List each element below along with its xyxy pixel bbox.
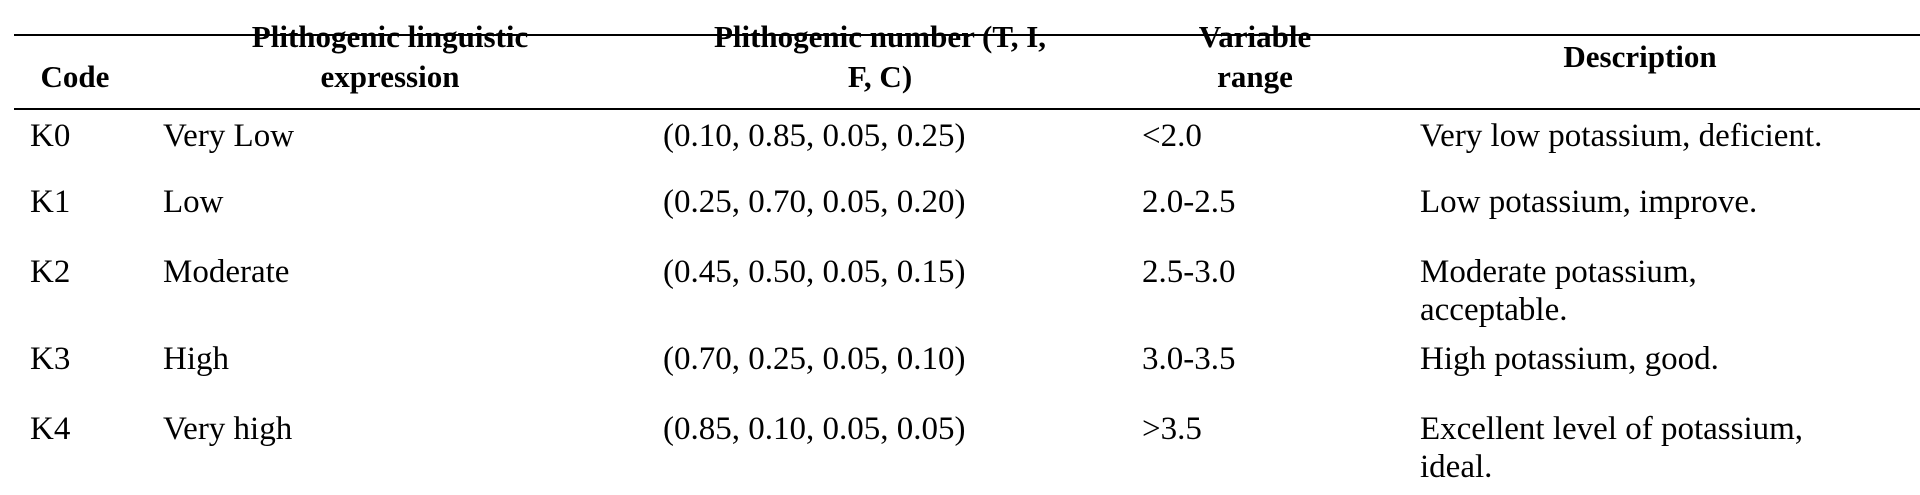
row-range: >3.5 [1142,411,1202,447]
row-number: (0.25, 0.70, 0.05, 0.20) [663,184,966,220]
row-code: K0 [30,118,71,154]
row-code: K2 [30,254,71,290]
top-rule [14,34,1920,36]
row-description-line2: ideal. [1420,449,1493,485]
row-range: <2.0 [1142,118,1202,154]
header-number-line1: Plithogenic number (T, I, [713,19,1047,54]
row-range: 2.5-3.0 [1142,254,1236,290]
row-expression: Very high [163,411,293,447]
header-rule [14,108,1920,110]
row-code: K1 [30,184,71,220]
row-number: (0.10, 0.85, 0.05, 0.25) [663,118,966,154]
row-range: 3.0-3.5 [1142,341,1236,377]
header-description-label: Description [1563,39,1717,74]
header-range-line1: Variable [1198,19,1312,54]
row-number: (0.70, 0.25, 0.05, 0.10) [663,341,966,377]
row-description-line1: Excellent level of potassium, [1420,411,1804,447]
header-number: Plithogenic number (T, I, F, C) [650,17,1110,97]
header-range-line2: range [1217,59,1293,94]
row-expression: Very Low [163,118,295,154]
row-expression: Low [163,184,224,220]
header-code: Code [20,37,130,97]
header-expression: Plithogenic linguistic expression [180,17,600,97]
header-number-line2: F, C) [847,59,913,94]
row-range: 2.0-2.5 [1142,184,1236,220]
header-range: Variable range [1155,17,1355,97]
row-description-line1: Low potassium, improve. [1420,184,1758,220]
header-expression-line2: expression [320,59,460,94]
row-description-line1: High potassium, good. [1420,341,1719,377]
row-description-line2: acceptable. [1420,292,1568,328]
row-description-line1: Very low potassium, deficient. [1420,118,1823,154]
row-number: (0.45, 0.50, 0.05, 0.15) [663,254,966,290]
row-expression: High [163,341,229,377]
row-code: K4 [30,411,71,447]
header-expression-line1: Plithogenic linguistic [251,19,529,54]
header-code-label: Code [40,59,110,94]
row-number: (0.85, 0.10, 0.05, 0.05) [663,411,966,447]
row-expression: Moderate [163,254,290,290]
header-description: Description [1420,37,1860,77]
row-code: K3 [30,341,71,377]
row-description-line1: Moderate potassium, [1420,254,1697,290]
